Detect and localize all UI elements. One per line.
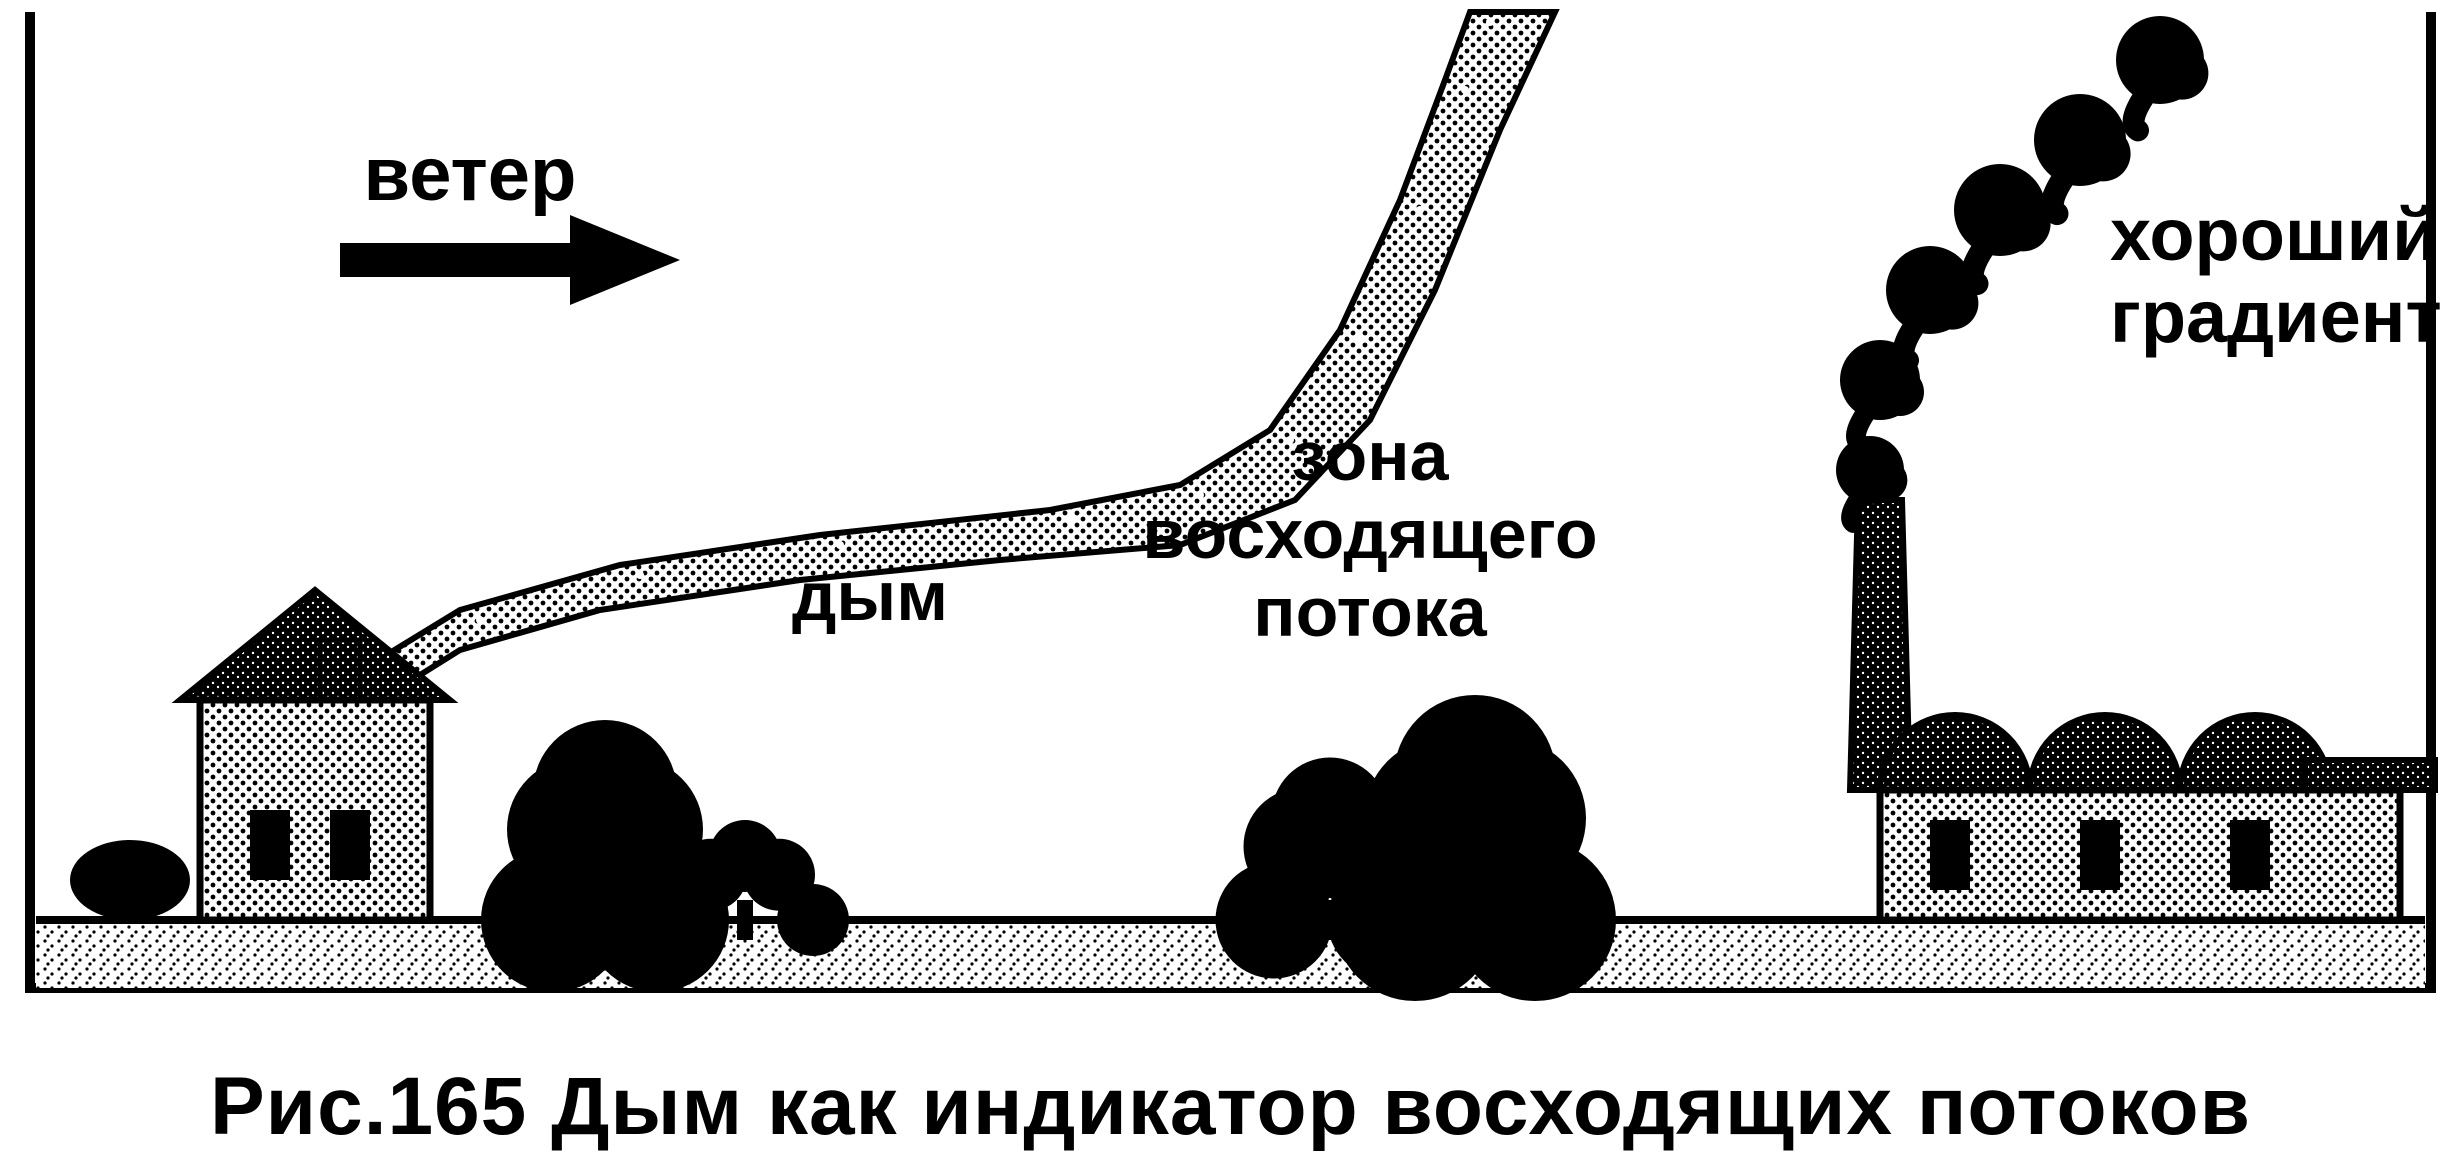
figure-caption: Рис.165 Дым как индикатор восходящих пот… <box>0 1060 2461 1154</box>
shrub-icon <box>1334 695 1616 1001</box>
smoke-puff-icon <box>2116 16 2208 130</box>
svg-text:дым: дым <box>792 557 948 635</box>
diagram-svg: ветер дым зонавосходящегопотока хорошийград… <box>0 0 2461 1010</box>
svg-text:восходящего: восходящего <box>1142 495 1597 573</box>
figure-root: ветер дым зонавосходящегопотока хорошийград… <box>0 0 2461 1171</box>
svg-text:потока: потока <box>1253 573 1487 651</box>
svg-text:градиент: градиент <box>2110 275 2442 358</box>
house-icon <box>200 700 430 920</box>
smoke-puff-icon <box>1954 164 2051 284</box>
svg-text:хороший: хороший <box>2110 193 2438 276</box>
svg-text:зона: зона <box>1291 417 1449 495</box>
vehicle-icon <box>70 840 190 920</box>
wind-arrow-icon <box>340 215 680 305</box>
svg-text:ветер: ветер <box>364 132 577 217</box>
